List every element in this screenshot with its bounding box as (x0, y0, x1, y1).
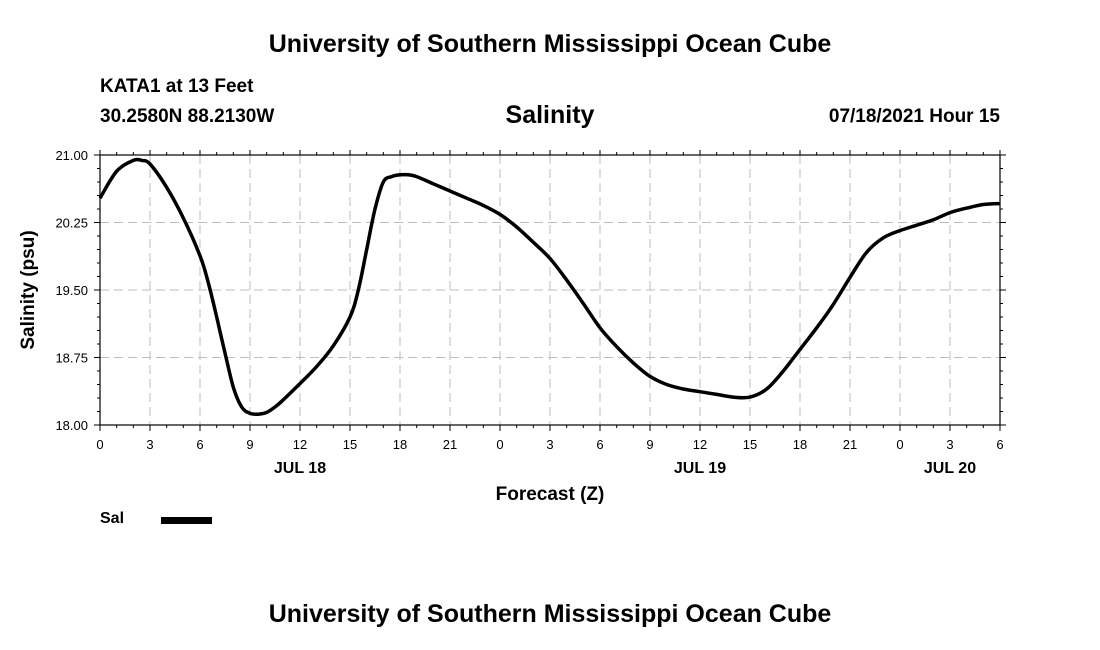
x-tick-label: 21 (443, 437, 457, 452)
x-tick-label: 18 (393, 437, 407, 452)
x-tick-label: 9 (246, 437, 253, 452)
x-tick-label: 21 (843, 437, 857, 452)
legend-label-sal: Sal (100, 510, 125, 527)
y-tick-label: 18.00 (55, 418, 88, 433)
series-line-sal (98, 157, 1001, 417)
x-tick-label: 3 (146, 437, 153, 452)
x-tick-label: 0 (496, 437, 503, 452)
y-tick-label: 19.50 (55, 283, 88, 298)
x-tick-label: 0 (896, 437, 903, 452)
page-title: University of Southern Mississippi Ocean… (268, 30, 832, 58)
y-tick-label: 21.00 (55, 148, 88, 163)
y-tick-label: 18.75 (55, 351, 88, 366)
y-axis-title: Salinity (psu) (18, 230, 39, 349)
legend-swatch-sal (161, 517, 212, 524)
x-tick-label: 3 (546, 437, 553, 452)
x-tick-label: 12 (293, 437, 307, 452)
grid-lines (100, 155, 1000, 425)
date-labels: JUL 18 JUL 19 JUL 20 (274, 460, 976, 477)
forecast-timestamp: 07/18/2021 Hour 15 (828, 106, 1000, 127)
x-tick-label: 6 (996, 437, 1003, 452)
date-label: JUL 18 (274, 460, 326, 477)
date-label: JUL 19 (674, 460, 726, 477)
x-tick-label: 3 (946, 437, 953, 452)
footer-title: University of Southern Mississippi Ocean… (268, 600, 832, 628)
x-tick-label: 15 (743, 437, 757, 452)
plot-frame (99, 154, 1001, 426)
station-coordinates: 30.2580N 88.2130W (100, 106, 275, 127)
x-tick-label: 12 (693, 437, 707, 452)
x-tick-label: 0 (96, 437, 103, 452)
x-tick-label: 15 (343, 437, 357, 452)
chart-title: Salinity (505, 101, 595, 129)
y-tick-label: 20.25 (55, 216, 88, 231)
x-tick-label: 6 (596, 437, 603, 452)
x-tick-labels: 0 3 6 9 12 15 18 21 0 3 6 9 12 15 18 21 0 3 6 (96, 437, 1003, 452)
x-tick-label: 18 (793, 437, 807, 452)
x-tick-label: 6 (196, 437, 203, 452)
station-label: KATA1 at 13 Feet (100, 76, 254, 97)
date-label: JUL 20 (924, 460, 976, 477)
x-axis-title: Forecast (Z) (496, 484, 605, 505)
x-tick-label: 9 (646, 437, 653, 452)
y-tick-labels: 18.00 18.75 19.50 20.25 21.00 (55, 148, 88, 433)
